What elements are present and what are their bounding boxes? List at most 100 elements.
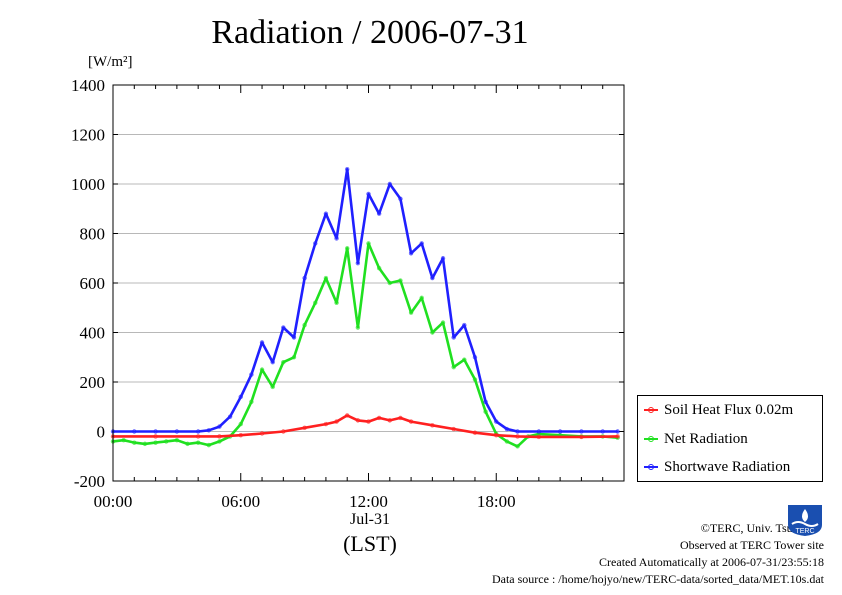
legend-swatch-shortwave-radiation (644, 464, 658, 470)
data-point-shortwave-radiation (206, 428, 212, 433)
data-point-shortwave-radiation (238, 394, 243, 400)
data-point-net-radiation (121, 437, 126, 443)
data-point-shortwave-radiation (504, 426, 510, 432)
data-point-net-radiation (323, 275, 329, 281)
data-point-shortwave-radiation (366, 191, 371, 197)
credits-block: ©TERC, Univ. Tsukuba Observed at TERC To… (492, 520, 824, 588)
data-point-shortwave-radiation (430, 275, 435, 281)
x-axis-title: (LST) (343, 531, 397, 556)
legend-label-soil-heat-flux: Soil Heat Flux 0.02m (664, 401, 794, 418)
data-point-shortwave-radiation (472, 355, 478, 360)
y-tick-label: 200 (80, 373, 106, 392)
data-point-shortwave-radiation (153, 429, 158, 434)
data-point-net-radiation (195, 440, 201, 445)
data-point-net-radiation (504, 439, 510, 444)
credits-observed: Observed at TERC Tower site (679, 538, 824, 552)
data-point-net-radiation (483, 409, 488, 414)
data-point-shortwave-radiation (132, 429, 137, 434)
data-point-shortwave-radiation (398, 196, 403, 202)
data-point-net-radiation (515, 444, 520, 449)
y-tick-label: 600 (80, 274, 106, 293)
data-point-net-radiation (313, 300, 318, 305)
data-point-shortwave-radiation (355, 261, 361, 266)
data-point-soil-heat-flux-0-02m (259, 431, 265, 436)
data-point-shortwave-radiation (259, 340, 265, 345)
data-point-soil-heat-flux-0-02m (195, 434, 201, 439)
data-point-shortwave-radiation (600, 429, 605, 434)
data-point-shortwave-radiation (345, 166, 350, 172)
data-point-shortwave-radiation (302, 275, 307, 281)
data-point-soil-heat-flux-0-02m (302, 425, 307, 430)
data-point-net-radiation (345, 246, 350, 251)
data-point-soil-heat-flux-0-02m (238, 433, 243, 438)
y-tick-label: 1400 (71, 76, 105, 95)
data-point-net-radiation (408, 310, 414, 315)
data-point-net-radiation (270, 384, 275, 390)
series-line-soil-heat-flux-0-02m (111, 414, 619, 439)
x-tick-label: 12:00 (349, 492, 388, 511)
data-point-shortwave-radiation (440, 256, 446, 261)
data-point-net-radiation (132, 440, 137, 445)
data-point-net-radiation (430, 330, 435, 335)
data-point-soil-heat-flux-0-02m (408, 419, 414, 424)
chart-legend: Soil Heat Flux 0.02m Net Radiation Short… (637, 395, 823, 482)
y-tick-label: 400 (80, 324, 106, 343)
data-point-soil-heat-flux-0-02m (153, 434, 158, 439)
data-point-shortwave-radiation (557, 429, 563, 434)
legend-item-net-radiation: Net Radiation (644, 429, 748, 449)
data-point-shortwave-radiation (483, 399, 488, 404)
y-tick-label: 1200 (71, 126, 105, 145)
data-point-soil-heat-flux-0-02m (515, 434, 520, 439)
data-point-shortwave-radiation (494, 419, 499, 424)
y-axis-unit-label: [W/m²] (88, 54, 133, 70)
data-point-soil-heat-flux-0-02m (472, 430, 478, 435)
legend-label-net-radiation: Net Radiation (664, 430, 748, 447)
data-point-net-radiation (164, 439, 169, 444)
data-point-soil-heat-flux-0-02m (451, 426, 456, 432)
credits-copyright: ©TERC, Univ. Tsukuba (700, 521, 816, 535)
x-tick-label: 00:00 (94, 492, 133, 511)
data-point-shortwave-radiation (579, 429, 584, 434)
data-point-net-radiation (217, 439, 222, 444)
y-tick-label: 1000 (71, 175, 105, 194)
data-point-soil-heat-flux-0-02m (376, 415, 382, 421)
data-point-net-radiation (366, 241, 371, 246)
data-point-net-radiation (472, 377, 478, 382)
y-tick-label: 0 (97, 423, 106, 442)
legend-swatch-soil-heat-flux (644, 407, 658, 413)
series-line-net-radiation (111, 242, 619, 448)
credits-created: Created Automatically at 2006-07-31/23:5… (599, 555, 824, 569)
data-point-soil-heat-flux-0-02m (398, 415, 403, 421)
x-tick-label: 18:00 (477, 492, 516, 511)
x-tick-label: 06:00 (221, 492, 260, 511)
legend-label-shortwave-radiation: Shortwave Radiation (664, 458, 791, 475)
data-point-shortwave-radiation (323, 211, 329, 216)
y-tick-label: 800 (80, 225, 106, 244)
data-point-net-radiation (153, 440, 158, 445)
data-point-shortwave-radiation (291, 335, 297, 340)
data-point-net-radiation (355, 325, 361, 330)
plot-frame (112, 84, 625, 482)
data-point-net-radiation (334, 300, 339, 305)
data-point-soil-heat-flux-0-02m (345, 413, 350, 418)
legend-swatch-net-radiation (644, 436, 658, 442)
logo-text: TERC (795, 528, 814, 535)
data-point-soil-heat-flux-0-02m (387, 418, 392, 423)
data-point-shortwave-radiation (281, 325, 286, 330)
data-point-shortwave-radiation (334, 236, 339, 241)
y-tick-label: -200 (74, 472, 105, 491)
series-line-shortwave-radiation (111, 167, 619, 433)
data-point-net-radiation (419, 295, 424, 301)
data-point-soil-heat-flux-0-02m (536, 434, 542, 440)
legend-item-shortwave-radiation: Shortwave Radiation (644, 457, 790, 477)
data-point-soil-heat-flux-0-02m (494, 433, 499, 438)
data-point-net-radiation (387, 280, 392, 286)
data-point-soil-heat-flux-0-02m (366, 419, 371, 424)
data-point-shortwave-radiation (536, 429, 542, 434)
data-point-net-radiation (291, 355, 297, 360)
data-point-shortwave-radiation (227, 414, 233, 419)
credits-source: Data source : /home/hojyo/new/TERC-data/… (491, 572, 824, 586)
data-point-soil-heat-flux-0-02m (281, 429, 286, 434)
data-point-net-radiation (238, 421, 243, 427)
